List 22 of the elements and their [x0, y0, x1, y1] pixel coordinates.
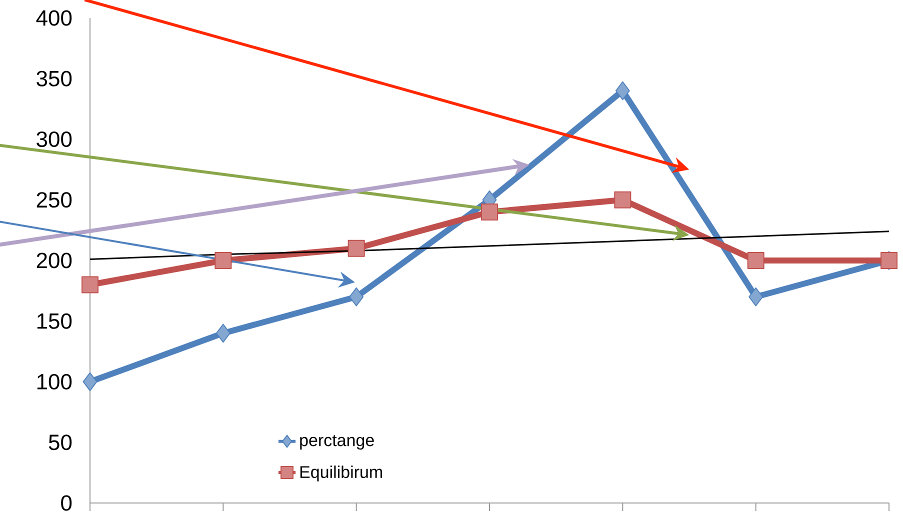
point [216, 324, 230, 343]
y-tick-label: 300 [36, 131, 72, 148]
point [747, 252, 764, 269]
point [614, 191, 632, 208]
point [481, 203, 498, 220]
y-tick-label: 100 [37, 374, 72, 390]
point [82, 372, 98, 392]
y-tick-label: 350 [36, 70, 72, 86]
y-tick-label: 250 [36, 192, 72, 208]
point [82, 276, 99, 294]
y-tick-label: 150 [37, 313, 72, 329]
legend-label: perctange [300, 435, 374, 450]
point [748, 287, 764, 306]
point [214, 252, 232, 269]
y-tick-label: 200 [36, 252, 72, 268]
y-tick-label: 400 [36, 10, 72, 26]
y-tick-label: 50 [48, 434, 72, 450]
point [349, 287, 364, 306]
point [615, 81, 630, 100]
legend-label: Equilibirum [300, 466, 382, 482]
point [348, 240, 365, 257]
y-tick-label: 0 [61, 495, 72, 511]
